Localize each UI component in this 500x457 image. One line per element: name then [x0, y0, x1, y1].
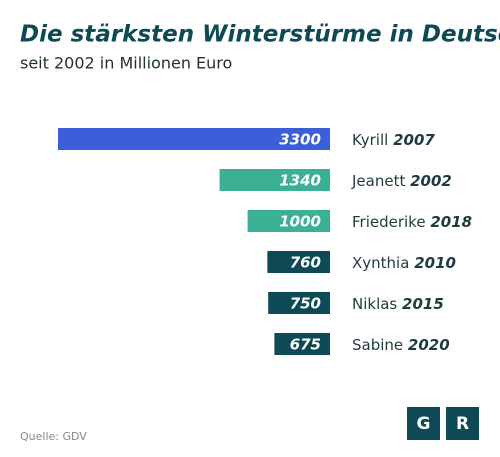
bar: [267, 251, 330, 273]
logo-box: [407, 407, 440, 440]
category-year: 2010: [414, 254, 456, 272]
category-name: Friederike: [352, 213, 426, 231]
category-year: 2002: [410, 172, 452, 190]
category-name: Niklas: [352, 295, 397, 313]
category-year: 2015: [402, 295, 444, 313]
value-label: 1340: [279, 172, 321, 190]
logo-letter: G: [417, 414, 431, 434]
logo-letter: R: [456, 414, 469, 434]
category-name: Jeanett: [351, 172, 405, 190]
bar: [274, 333, 330, 355]
category-year: 2007: [393, 131, 435, 149]
value-label: 1000: [279, 213, 321, 231]
value-label: 750: [290, 295, 321, 313]
category-label: Xynthia 2010: [352, 254, 456, 272]
bar: [58, 128, 330, 150]
category-label: Sabine 2020: [352, 336, 450, 354]
bar: [268, 292, 330, 314]
value-label: 760: [290, 254, 321, 272]
logo-box: [446, 407, 479, 440]
category-label: Niklas 2015: [352, 295, 444, 313]
category-label: Kyrill 2007: [352, 131, 435, 149]
value-label: 3300: [279, 131, 321, 149]
category-label: Jeanett 2002: [351, 172, 452, 190]
category-label: Friederike 2018: [352, 213, 472, 231]
category-name: Kyrill: [352, 131, 388, 149]
chart-subtitle: seit 2002 in Millionen Euro: [20, 54, 232, 73]
category-name: Xynthia: [352, 254, 409, 272]
chart-title: Die stärksten Winterstürme in Deutschlan…: [20, 22, 500, 48]
category-year: 2018: [430, 213, 472, 231]
value-label: 675: [290, 336, 321, 354]
bar: [247, 210, 330, 232]
category-year: 2020: [408, 336, 450, 354]
category-name: Sabine: [352, 336, 403, 354]
source: Quelle: GDV: [20, 430, 87, 443]
bar: [219, 169, 330, 191]
